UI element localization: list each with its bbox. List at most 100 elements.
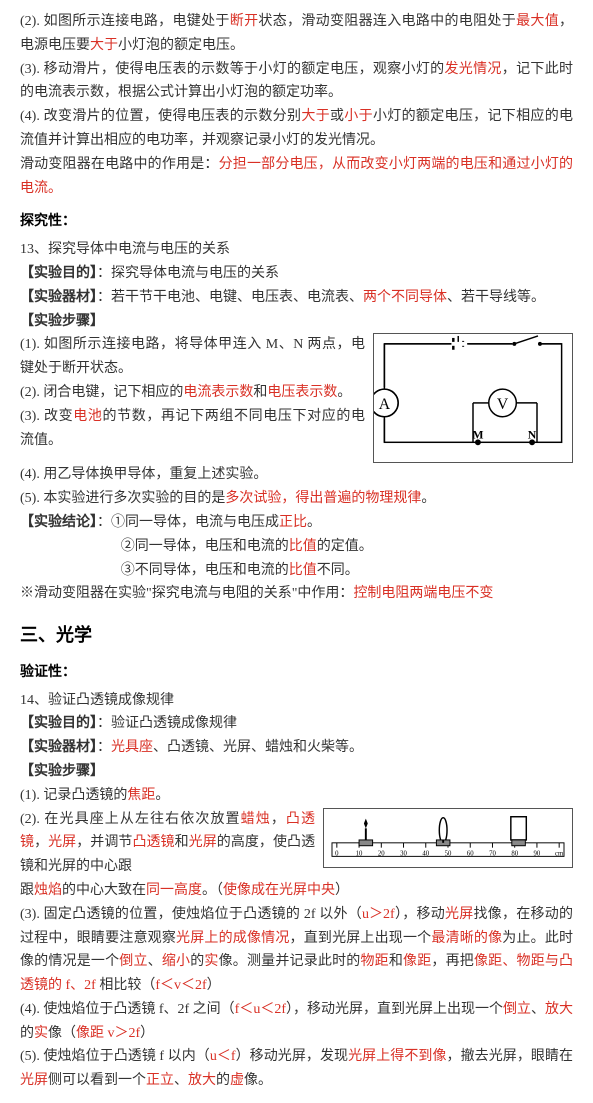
q14-s5: (5). 使烛焰位于凸透镜 f 以内（u＜f）移动光屏，发现光屏上得不到像，撤去… xyxy=(20,1045,573,1093)
text: ，并调节 xyxy=(76,835,132,850)
text-red: 控制电阻两端电压不变 xyxy=(353,586,493,601)
text-red: 实 xyxy=(34,1026,48,1041)
q13-s2: (2). 闭合电键，记下相应的电流表示数和电压表示数。 xyxy=(20,381,365,405)
step-4: (4). 改变滑片的位置，使得电压表的示数分别大于或小于小灯的额定电压，记下相应… xyxy=(20,105,573,153)
text-red: 两个不同导体 xyxy=(363,290,447,305)
q14-s2: (2). 在光具座上从左往右依次放置蜡烛，凸透镜，光屏，并调节凸透镜和光屏的高度… xyxy=(20,808,315,879)
text-red: 多次试验，得出普遍的物理规律 xyxy=(225,491,421,506)
text: 。 xyxy=(307,515,321,530)
q13-s4: (4). 用乙导体换甲导体，重复上述实验。 xyxy=(20,463,573,487)
q14-purpose: 【实验目的】：验证凸透镜成像规律 xyxy=(20,712,573,736)
text: (4). 使烛焰位于凸透镜 f、2f 之间（ xyxy=(20,1002,235,1017)
text-red: 比值 xyxy=(289,563,317,578)
text-red: 虚 xyxy=(230,1073,244,1088)
text: 像。 xyxy=(244,1073,272,1088)
text-red: 光屏 xyxy=(48,835,76,850)
q13-c2: ②同一导体，电压和电流的比值的定值。 xyxy=(20,535,573,559)
optical-bench-diagram: 0102030405060708090cm xyxy=(323,808,573,868)
circuit-diagram: A A V M N xyxy=(373,333,573,463)
text-red: 最大值 xyxy=(516,14,559,29)
svg-text:20: 20 xyxy=(378,850,385,857)
text: 不同。 xyxy=(317,563,359,578)
text: 像（ xyxy=(48,1026,76,1041)
svg-text:M: M xyxy=(472,428,483,442)
text: ：若干节干电池、电键、电压表、电流表、 xyxy=(97,290,363,305)
text: 的 xyxy=(190,954,204,969)
svg-text:50: 50 xyxy=(445,850,452,857)
text-red: f＜v＜2f xyxy=(155,978,206,993)
q14-title: 14、验证凸透镜成像规律 xyxy=(20,689,573,713)
q14-s2-cont: 的中心大致在 跟烛焰的中心大致在同一高度。（使像成在光屏中央） xyxy=(20,879,573,903)
text-red: 光屏上得不到像 xyxy=(348,1049,446,1064)
q13-materials: 【实验器材】：若干节干电池、电键、电压表、电流表、两个不同导体、若干导线等。 xyxy=(20,286,573,310)
text-red: 实 xyxy=(204,954,218,969)
resistor-role: 滑动变阻器在电路中的作用是：分担一部分电压，从而改变小灯两端的电压和通过小灯的电… xyxy=(20,153,573,201)
q13-note: ※滑动变阻器在实验"探究电流与电阻的关系"中作用：控制电阻两端电压不变 xyxy=(20,582,573,606)
text: (5). 本实验进行多次实验的目的是 xyxy=(20,491,225,506)
explore-heading: 探究性： xyxy=(20,210,573,234)
text: (3). 改变 xyxy=(20,409,73,424)
svg-text:10: 10 xyxy=(356,850,363,857)
text-red: 最清晰的像 xyxy=(431,931,502,946)
text: ， xyxy=(271,812,286,827)
text-red: 电流表示数 xyxy=(183,385,253,400)
q13-s3: (3). 改变电池的节数，再记下两组不同电压下对应的电流值。 xyxy=(20,405,365,453)
text: 、若干导线等。 xyxy=(447,290,545,305)
text: 的定值。 xyxy=(317,539,373,554)
label: 【实验结论】 xyxy=(20,515,97,530)
svg-text:60: 60 xyxy=(467,850,474,857)
text: ，直到光屏上出现一个 xyxy=(290,931,432,946)
text-red: 像距 v＞2f xyxy=(76,1026,140,1041)
text-red: u＜f xyxy=(210,1049,236,1064)
svg-text:70: 70 xyxy=(489,850,496,857)
text-red: 大于 xyxy=(90,38,118,53)
text: (5). 使烛焰位于凸透镜 f 以内（ xyxy=(20,1049,210,1064)
q13-c3: ③不同导体，电压和电流的比值不同。 xyxy=(20,559,573,583)
text-red: 倒立 xyxy=(503,1002,531,1017)
text: 、 xyxy=(148,954,162,969)
text: ） xyxy=(207,978,221,993)
text: 像。测量并记录此时的 xyxy=(219,954,361,969)
text: ），移动 xyxy=(395,907,445,922)
text-red: 大于 xyxy=(301,109,330,124)
optics-heading: 三、光学 xyxy=(20,620,573,651)
label: 【实验器材】 xyxy=(20,290,97,305)
text-red: u＞2f xyxy=(362,907,395,922)
text: 。 xyxy=(155,788,169,803)
text: ） xyxy=(140,1026,154,1041)
text-red: 使像成在光屏中央 xyxy=(223,883,335,898)
verify-heading: 验证性： xyxy=(20,661,573,685)
text: 和 xyxy=(175,835,189,850)
text: ，再把 xyxy=(431,954,474,969)
text: (2). 在光具座上从左往右依次放置 xyxy=(20,812,241,827)
text: 的 xyxy=(216,1073,230,1088)
svg-text:90: 90 xyxy=(534,850,541,857)
svg-text:N: N xyxy=(528,428,537,442)
svg-text:30: 30 xyxy=(400,850,407,857)
text-red: 放大 xyxy=(545,1002,573,1017)
text: (3). 固定凸透镜的位置，使烛焰位于凸透镜的 2f 以外（ xyxy=(20,907,362,922)
q14-s1: (1). 记录凸透镜的焦距。 xyxy=(20,784,573,808)
q14-s2-with-ruler: (2). 在光具座上从左往右依次放置蜡烛，凸透镜，光屏，并调节凸透镜和光屏的高度… xyxy=(20,808,573,879)
label: 【实验目的】 xyxy=(20,266,97,281)
text: 滑动变阻器在电路中的作用是： xyxy=(20,157,219,172)
label: 【实验器材】 xyxy=(20,740,97,755)
q14-steps-label: 【实验步骤】 xyxy=(20,760,573,784)
q14-s4: (4). 使烛焰位于凸透镜 f、2f 之间（f＜u＜2f），移动光屏，直到光屏上… xyxy=(20,998,573,1046)
text-red: 断开 xyxy=(230,14,259,29)
text: ，撤去光屏，眼睛在 xyxy=(447,1049,574,1064)
text: 和 xyxy=(253,385,267,400)
q13-conclusion: 【实验结论】：①同一导体，电流与电压成正比。 xyxy=(20,511,573,535)
text-red: 缩小 xyxy=(162,954,190,969)
text-red: 电压表示数 xyxy=(267,385,337,400)
text-red: 光屏 xyxy=(189,835,217,850)
svg-text:80: 80 xyxy=(511,850,518,857)
text-red: 发光情况 xyxy=(444,62,501,77)
text: 。 xyxy=(421,491,435,506)
q14-materials: 【实验器材】：光具座、凸透镜、光屏、蜡烛和火柴等。 xyxy=(20,736,573,760)
text: ），移动光屏，直到光屏上出现一个 xyxy=(286,1002,503,1017)
text-red: 比值 xyxy=(289,539,317,554)
text-red: 像距 xyxy=(403,954,431,969)
text: 的 xyxy=(20,1026,34,1041)
text: ） xyxy=(335,883,349,898)
